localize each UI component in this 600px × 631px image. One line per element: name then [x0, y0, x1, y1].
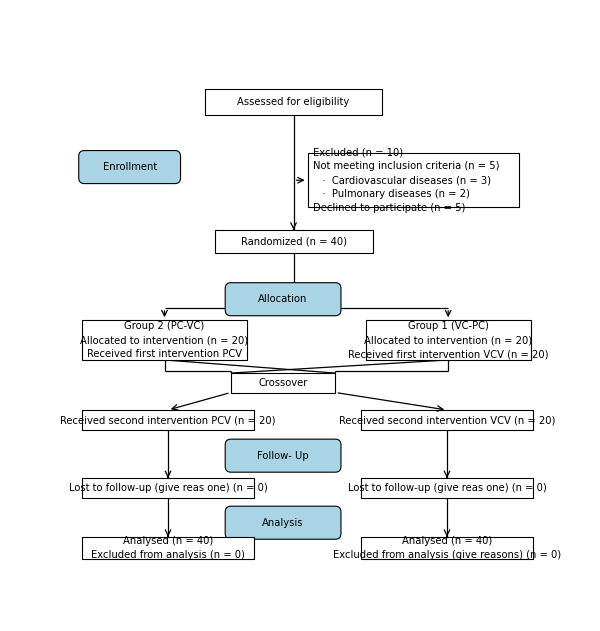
Text: Analysed (n = 40)
Excluded from analysis (n = 0): Analysed (n = 40) Excluded from analysis… — [91, 536, 245, 560]
Text: Assessed for eligibility: Assessed for eligibility — [238, 97, 350, 107]
Text: Lost to follow-up (give reas one) (n = 0): Lost to follow-up (give reas one) (n = 0… — [347, 483, 547, 493]
Text: Analysis: Analysis — [262, 517, 304, 528]
FancyBboxPatch shape — [231, 373, 335, 392]
FancyBboxPatch shape — [225, 283, 341, 316]
FancyBboxPatch shape — [308, 153, 519, 207]
FancyBboxPatch shape — [205, 90, 382, 115]
FancyBboxPatch shape — [82, 478, 254, 498]
Text: Follow- Up: Follow- Up — [257, 451, 309, 461]
FancyBboxPatch shape — [361, 478, 533, 498]
Text: Crossover: Crossover — [259, 378, 308, 388]
FancyBboxPatch shape — [79, 151, 181, 184]
FancyBboxPatch shape — [82, 537, 254, 559]
Text: Allocation: Allocation — [259, 294, 308, 304]
FancyBboxPatch shape — [361, 410, 533, 430]
Text: Excluded (n = 10)
Not meeting inclusion criteria (n = 5)
   ·  Cardiovascular di: Excluded (n = 10) Not meeting inclusion … — [313, 147, 500, 213]
Text: Enrollment: Enrollment — [103, 162, 157, 172]
Text: Analysed (n = 40)
Excluded from analysis (give reasons) (n = 0): Analysed (n = 40) Excluded from analysis… — [333, 536, 561, 560]
FancyBboxPatch shape — [82, 320, 247, 360]
FancyBboxPatch shape — [215, 230, 373, 253]
Text: Group 1 (VC-PC)
Allocated to intervention (n = 20)
Received first intervention V: Group 1 (VC-PC) Allocated to interventio… — [348, 321, 548, 359]
Text: Received second intervention PCV (n = 20): Received second intervention PCV (n = 20… — [60, 415, 276, 425]
FancyBboxPatch shape — [225, 439, 341, 472]
FancyBboxPatch shape — [365, 320, 531, 360]
Text: Lost to follow-up (give reas one) (n = 0): Lost to follow-up (give reas one) (n = 0… — [68, 483, 268, 493]
FancyBboxPatch shape — [225, 506, 341, 540]
Text: Group 2 (PC-VC)
Allocated to intervention (n = 20)
Received first intervention P: Group 2 (PC-VC) Allocated to interventio… — [80, 321, 248, 359]
FancyBboxPatch shape — [82, 410, 254, 430]
FancyBboxPatch shape — [361, 537, 533, 559]
Text: Received second intervention VCV (n = 20): Received second intervention VCV (n = 20… — [339, 415, 555, 425]
Text: Randomized (n = 40): Randomized (n = 40) — [241, 237, 347, 246]
